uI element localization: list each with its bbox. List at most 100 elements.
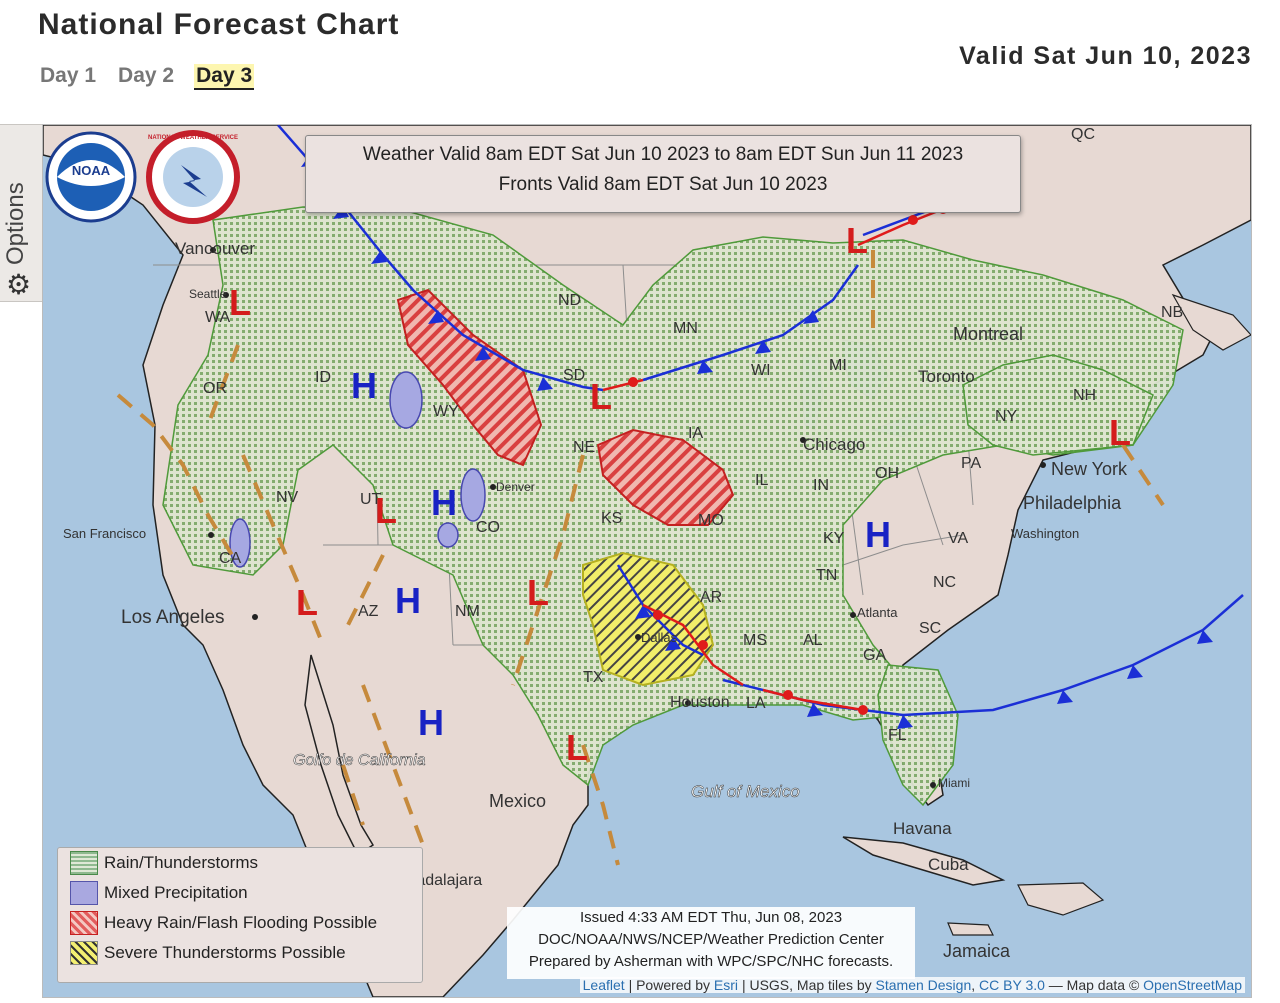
label-golfo-de-california: Golfo de California: [293, 752, 426, 769]
label-atlanta: Atlanta: [857, 605, 898, 620]
options-label: Options: [2, 182, 29, 265]
heavy-area-wy: [396, 288, 543, 467]
label-wy: WY: [433, 403, 459, 420]
label-philadelphia: Philadelphia: [1023, 493, 1122, 513]
label-il: IL: [755, 472, 768, 489]
label-cuba: Cuba: [928, 855, 969, 874]
label-ia: IA: [688, 425, 703, 442]
trough-nm: [341, 554, 385, 636]
label-qc: QC: [1071, 126, 1095, 143]
low-pressure-tx: L: [527, 572, 549, 613]
mixed-area-ca: [229, 518, 251, 568]
label-sc: SC: [919, 620, 941, 637]
label-miami: Miami: [938, 776, 970, 790]
rain-area-northeast: [962, 354, 1154, 456]
label-seattle: Seattle: [189, 287, 227, 301]
mixed-area-id: [389, 371, 423, 429]
label-sd: SD: [563, 367, 585, 384]
heavy-rain-areas: [396, 288, 735, 526]
stamen-link[interactable]: Stamen Design: [875, 977, 972, 993]
tab-day-3[interactable]: Day 3: [194, 64, 255, 90]
cold-front-great-lakes: [642, 264, 860, 382]
rain-area-florida: [877, 664, 959, 807]
low-pressure-tx-south: L: [566, 727, 588, 768]
label-wa: WA: [205, 309, 231, 326]
low-pressure-ontario: L: [846, 220, 868, 261]
issued-box: Issued 4:33 AM EDT Thu, Jun 08, 2023 DOC…: [507, 907, 915, 979]
label-tn: TN: [816, 567, 837, 584]
mixed-area-co2: [437, 522, 459, 548]
label-new-york: New York: [1051, 459, 1128, 479]
heavy-swatch-icon: [70, 911, 98, 935]
noaa-text: NOAA: [72, 163, 111, 178]
low-pressure-ny: L: [1109, 412, 1131, 453]
options-button[interactable]: Options ⚙: [0, 124, 43, 302]
label-tx: TX: [583, 669, 604, 686]
legend-item-mixed: Mixed Precipitation: [58, 878, 422, 908]
label-havana: Havana: [893, 819, 952, 838]
issued-agency: DOC/NOAA/NWS/NCEP/Weather Prediction Cen…: [538, 931, 884, 948]
label-washington: Washington: [1011, 526, 1079, 541]
gear-icon: ⚙: [6, 269, 32, 300]
troughs: [116, 250, 1165, 866]
nws-text: NATIONAL WEATHER SERVICE: [148, 135, 238, 141]
esri-link[interactable]: Esri: [713, 977, 739, 993]
legend-label: Severe Thunderstorms Possible: [104, 943, 346, 962]
label-ks: KS: [601, 510, 622, 527]
low-pressure-ut: L: [375, 490, 397, 531]
cuba: [842, 836, 1006, 886]
day-tabs: Day 1 Day 2 Day 3: [38, 64, 255, 90]
map-attribution: Leaflet | Powered by Esri | USGS, Map ti…: [579, 977, 1245, 993]
high-pressure-mexico: H: [418, 702, 444, 743]
nova-scotia: [1171, 293, 1251, 351]
attrib-text: — Map data ©: [1048, 977, 1140, 993]
label-in: IN: [813, 477, 829, 494]
label-houston: Houston: [670, 694, 730, 711]
city-dots: [208, 247, 1046, 788]
validity-box: Weather Valid 8am EDT Sat Jun 10 2023 to…: [305, 135, 1021, 213]
tab-day-2[interactable]: Day 2: [118, 64, 175, 87]
low-pressure-sd: L: [590, 376, 612, 417]
label-mn: MN: [673, 320, 698, 337]
rain-swatch-icon: [70, 851, 98, 875]
low-pressure-wa: L: [229, 282, 251, 323]
pressure-centers: H H H H H L L L L L L L L: [229, 220, 1131, 768]
ccby-link[interactable]: CC BY 3.0: [979, 977, 1045, 993]
label-nv: NV: [276, 489, 299, 506]
label-ar: AR: [700, 589, 722, 606]
forecast-map[interactable]: Vancouver Seattle WA OR ID NV UT AZ NM C…: [42, 124, 1252, 998]
severe-swatch-icon: [70, 941, 98, 965]
label-or: OR: [203, 380, 227, 397]
label-wi: WI: [751, 362, 771, 379]
label-nd: ND: [558, 292, 581, 309]
tab-day-1[interactable]: Day 1: [40, 64, 97, 87]
label-jamaica: Jamaica: [943, 941, 1011, 961]
warm-front-gulf: [762, 688, 864, 712]
cold-front-texas: [616, 564, 704, 657]
label-nh: NH: [1073, 387, 1096, 404]
legend-label: Heavy Rain/Flash Flooding Possible: [104, 913, 378, 932]
trough-west-coast: [206, 344, 240, 426]
trough-ca-nv: [116, 393, 240, 567]
label-va: VA: [948, 530, 968, 547]
label-ga: GA: [863, 647, 886, 664]
label-vancouver: Vancouver: [175, 239, 255, 258]
label-ky: KY: [823, 530, 845, 547]
leaflet-link[interactable]: Leaflet: [582, 977, 625, 993]
trough-east: [1121, 443, 1165, 507]
label-ny: NY: [995, 408, 1018, 425]
label-ut: UT: [360, 491, 382, 508]
agency-logos: NOAA NATIONAL WEATHER SERVICE: [45, 130, 240, 224]
label-chicago: Chicago: [803, 435, 865, 454]
noaa-logo-icon: NOAA: [45, 131, 137, 223]
weather-valid-text: Weather Valid 8am EDT Sat Jun 10 2023 to…: [362, 144, 964, 165]
low-pressure-az: L: [296, 582, 318, 623]
label-id: ID: [315, 369, 331, 386]
osm-link[interactable]: OpenStreetMap: [1143, 977, 1242, 993]
high-pressure-co: H: [431, 482, 457, 523]
mixed-area-co: [460, 468, 486, 522]
hispaniola: [1017, 882, 1105, 916]
legend-item-heavy: Heavy Rain/Flash Flooding Possible: [58, 908, 422, 938]
label-san-francisco: San Francisco: [63, 526, 146, 541]
label-oh: OH: [875, 465, 899, 482]
